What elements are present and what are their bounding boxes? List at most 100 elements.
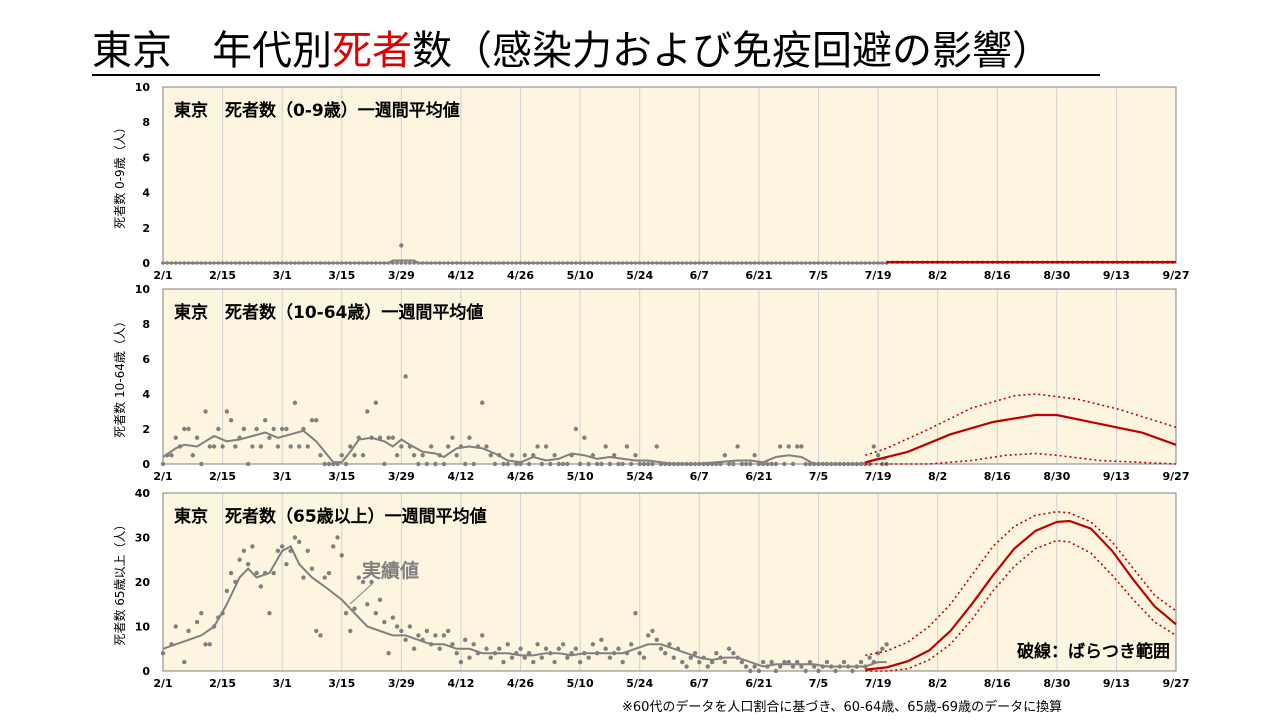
data-point [254,426,259,432]
x-tick-label: 9/13 [1103,677,1130,690]
chart-panel-0-9: 2/1 2/15 3/1 3/15 3/29 4/12 4/26 5/10 5/24 6/7 6/2… [112,81,1189,282]
data-point [348,628,353,634]
data-point [445,444,451,449]
x-tick-label: 7/5 [809,677,828,690]
data-point [548,461,553,467]
data-point [462,461,468,467]
x-tick-label: 5/24 [626,269,653,282]
data-point [782,461,787,467]
x-tick-label: 6/21 [745,269,772,282]
data-point [646,633,651,638]
chart-panel-10-64: 2/1 2/15 3/1 3/15 3/29 4/12 4/26 5/10 5/24 6/7 6/2… [112,283,1189,483]
data-point [560,642,566,647]
x-tick-label: 3/15 [328,677,355,690]
data-point [250,544,255,549]
data-point [173,624,178,629]
data-point [224,588,230,594]
data-point [535,444,540,449]
data-point [875,453,881,458]
x-tick-label: 9/27 [1163,677,1190,690]
data-point [207,444,213,449]
data-point [752,453,757,458]
data-point [343,461,349,467]
x-tick-label: 8/30 [1043,470,1070,483]
x-tick-label: 3/1 [273,470,292,483]
data-point [663,651,668,656]
data-point [556,646,562,651]
data-point [245,562,251,567]
data-point [620,461,625,467]
data-point [816,668,821,674]
data-point [577,659,583,665]
data-point [731,461,736,467]
data-point [160,651,166,656]
x-tick-label: 8/2 [928,269,947,282]
data-point [411,646,417,651]
data-point [360,453,366,458]
data-point [382,461,387,467]
x-tick-label: 5/24 [626,470,653,483]
data-point [305,444,310,449]
data-point [416,633,421,638]
data-point [411,453,417,458]
data-point [207,642,213,647]
data-point [505,461,510,467]
x-tick-label: 4/26 [507,677,534,690]
data-point [271,570,276,576]
data-point [867,461,872,467]
data-point [318,453,323,458]
forecast-lower-line [865,539,1177,672]
data-point [505,642,510,647]
x-tick-label: 5/24 [626,677,653,690]
x-tick-label: 7/19 [865,677,892,690]
data-point [637,651,642,656]
data-point [348,444,353,449]
data-point [284,562,289,567]
data-point [646,461,651,467]
y-tick-label: 20 [135,576,151,589]
data-point [650,628,655,634]
data-point [399,444,404,449]
data-point [462,637,468,643]
data-point [539,461,545,467]
chart-title: 東京 死者数（65歳以上）一週間平均値 [174,506,487,527]
data-point [560,461,566,467]
data-point [194,619,200,625]
forecast-center-line [865,413,1177,464]
x-tick-label: 7/5 [809,269,828,282]
x-tick-label: 2/1 [153,269,172,282]
y-tick-label: 6 [142,353,150,366]
data-point [420,453,425,458]
data-point [722,453,728,458]
data-point [509,453,515,458]
x-tick-label: 5/10 [567,677,594,690]
data-point [331,544,336,549]
data-point [352,606,357,611]
data-point [288,444,293,449]
data-point [616,646,621,651]
data-point [539,655,545,660]
y-axis-label: 死者数 0-9歳（人） [112,121,127,228]
x-tick-label: 6/21 [745,470,772,483]
x-tick-label: 9/27 [1163,269,1190,282]
plot-area [163,493,1176,671]
data-point [526,651,532,656]
x-tick-label: 3/15 [328,470,355,483]
chart-title: 東京 死者数（0-9歳）一週間平均値 [174,100,460,121]
data-point [326,461,332,467]
y-tick-label: 4 [142,388,150,401]
data-point [624,444,630,449]
data-point [628,461,634,467]
data-point [790,664,796,669]
x-tick-label: 8/16 [984,269,1011,282]
data-point [748,461,753,467]
data-point [186,628,191,634]
y-axis-label: 死者数 10-64歳（人） [112,315,127,438]
data-point [875,651,881,656]
data-point [782,659,787,665]
data-point [531,659,536,665]
data-point [518,646,523,651]
data-point [458,659,464,665]
data-point [654,637,659,643]
chart-title: 東京 死者数（10-64歳）一週間平均値 [174,302,483,323]
